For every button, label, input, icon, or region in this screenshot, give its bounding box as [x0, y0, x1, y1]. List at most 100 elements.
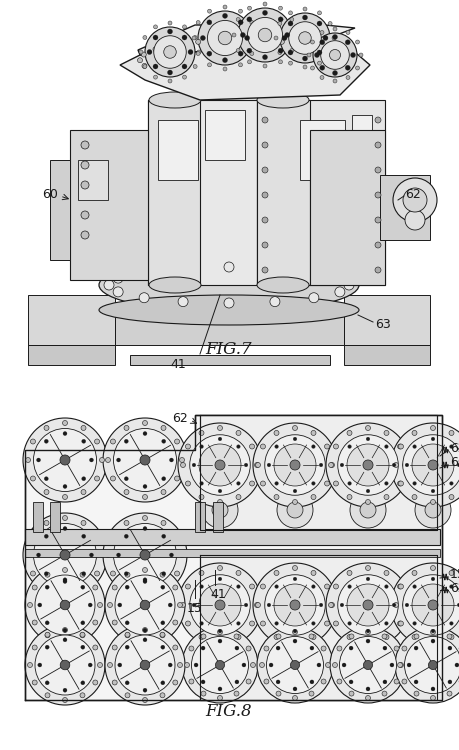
Circle shape — [412, 430, 417, 436]
Circle shape — [277, 492, 313, 528]
Circle shape — [348, 482, 352, 485]
Circle shape — [235, 646, 239, 650]
Circle shape — [254, 36, 258, 40]
Polygon shape — [28, 345, 115, 365]
Circle shape — [90, 458, 94, 462]
Circle shape — [328, 50, 332, 55]
Circle shape — [142, 698, 147, 703]
Circle shape — [333, 64, 338, 68]
Circle shape — [178, 297, 188, 307]
Circle shape — [325, 662, 330, 668]
Circle shape — [32, 680, 37, 685]
Circle shape — [314, 53, 319, 58]
Circle shape — [262, 267, 268, 273]
Circle shape — [263, 64, 267, 68]
Circle shape — [312, 622, 315, 626]
Bar — [50, 502, 60, 532]
Polygon shape — [115, 315, 344, 345]
Circle shape — [292, 640, 297, 644]
Circle shape — [329, 463, 334, 467]
Circle shape — [161, 520, 166, 526]
Circle shape — [164, 46, 176, 58]
Circle shape — [390, 663, 394, 667]
Circle shape — [278, 50, 282, 55]
Circle shape — [274, 36, 278, 40]
Circle shape — [161, 645, 165, 650]
Circle shape — [143, 688, 147, 692]
Circle shape — [81, 161, 89, 169]
Circle shape — [242, 663, 246, 667]
Polygon shape — [344, 295, 430, 345]
Circle shape — [30, 571, 35, 576]
Circle shape — [34, 524, 96, 586]
Circle shape — [348, 622, 352, 626]
Circle shape — [385, 482, 388, 485]
Circle shape — [312, 445, 315, 448]
Circle shape — [26, 458, 30, 463]
Circle shape — [250, 584, 255, 589]
Circle shape — [244, 603, 248, 607]
Circle shape — [365, 695, 370, 700]
Circle shape — [294, 33, 298, 37]
Circle shape — [218, 437, 222, 441]
Circle shape — [383, 646, 387, 650]
Circle shape — [81, 141, 89, 149]
Circle shape — [250, 20, 254, 25]
Circle shape — [347, 444, 389, 486]
Ellipse shape — [99, 257, 359, 313]
Circle shape — [309, 292, 319, 303]
Circle shape — [351, 53, 356, 58]
Circle shape — [403, 463, 408, 467]
Circle shape — [246, 679, 251, 684]
Circle shape — [414, 680, 418, 684]
Circle shape — [259, 662, 264, 668]
Circle shape — [44, 490, 49, 494]
Circle shape — [311, 634, 316, 640]
Text: FIG.8: FIG.8 — [206, 703, 252, 720]
Circle shape — [270, 297, 280, 307]
Circle shape — [303, 43, 308, 47]
Circle shape — [218, 629, 223, 634]
Circle shape — [276, 634, 281, 639]
Circle shape — [25, 565, 105, 645]
Circle shape — [63, 431, 67, 436]
Circle shape — [363, 460, 373, 470]
Circle shape — [290, 600, 300, 610]
Circle shape — [382, 634, 387, 639]
Circle shape — [185, 621, 190, 626]
Circle shape — [112, 680, 117, 685]
Circle shape — [23, 513, 107, 597]
Circle shape — [93, 645, 98, 650]
Circle shape — [81, 231, 89, 239]
Circle shape — [311, 494, 316, 500]
Circle shape — [319, 603, 323, 607]
Circle shape — [201, 680, 205, 684]
Circle shape — [62, 628, 67, 632]
Circle shape — [346, 31, 350, 34]
Circle shape — [414, 646, 418, 650]
Circle shape — [194, 663, 198, 667]
Circle shape — [398, 662, 403, 668]
Circle shape — [320, 76, 324, 80]
Polygon shape — [344, 345, 430, 365]
Circle shape — [280, 13, 330, 63]
Circle shape — [392, 464, 396, 466]
Circle shape — [246, 646, 251, 651]
Circle shape — [81, 585, 85, 590]
Circle shape — [263, 55, 268, 60]
Circle shape — [431, 425, 436, 430]
Circle shape — [142, 515, 147, 520]
Circle shape — [161, 490, 166, 494]
Circle shape — [274, 430, 279, 436]
Circle shape — [414, 691, 419, 696]
Circle shape — [193, 64, 197, 68]
Circle shape — [349, 691, 354, 696]
Circle shape — [25, 625, 105, 705]
Circle shape — [270, 263, 280, 273]
Circle shape — [26, 553, 30, 557]
Circle shape — [262, 242, 268, 248]
Circle shape — [180, 602, 185, 608]
Circle shape — [375, 167, 381, 173]
Circle shape — [321, 679, 326, 684]
Circle shape — [30, 476, 35, 481]
